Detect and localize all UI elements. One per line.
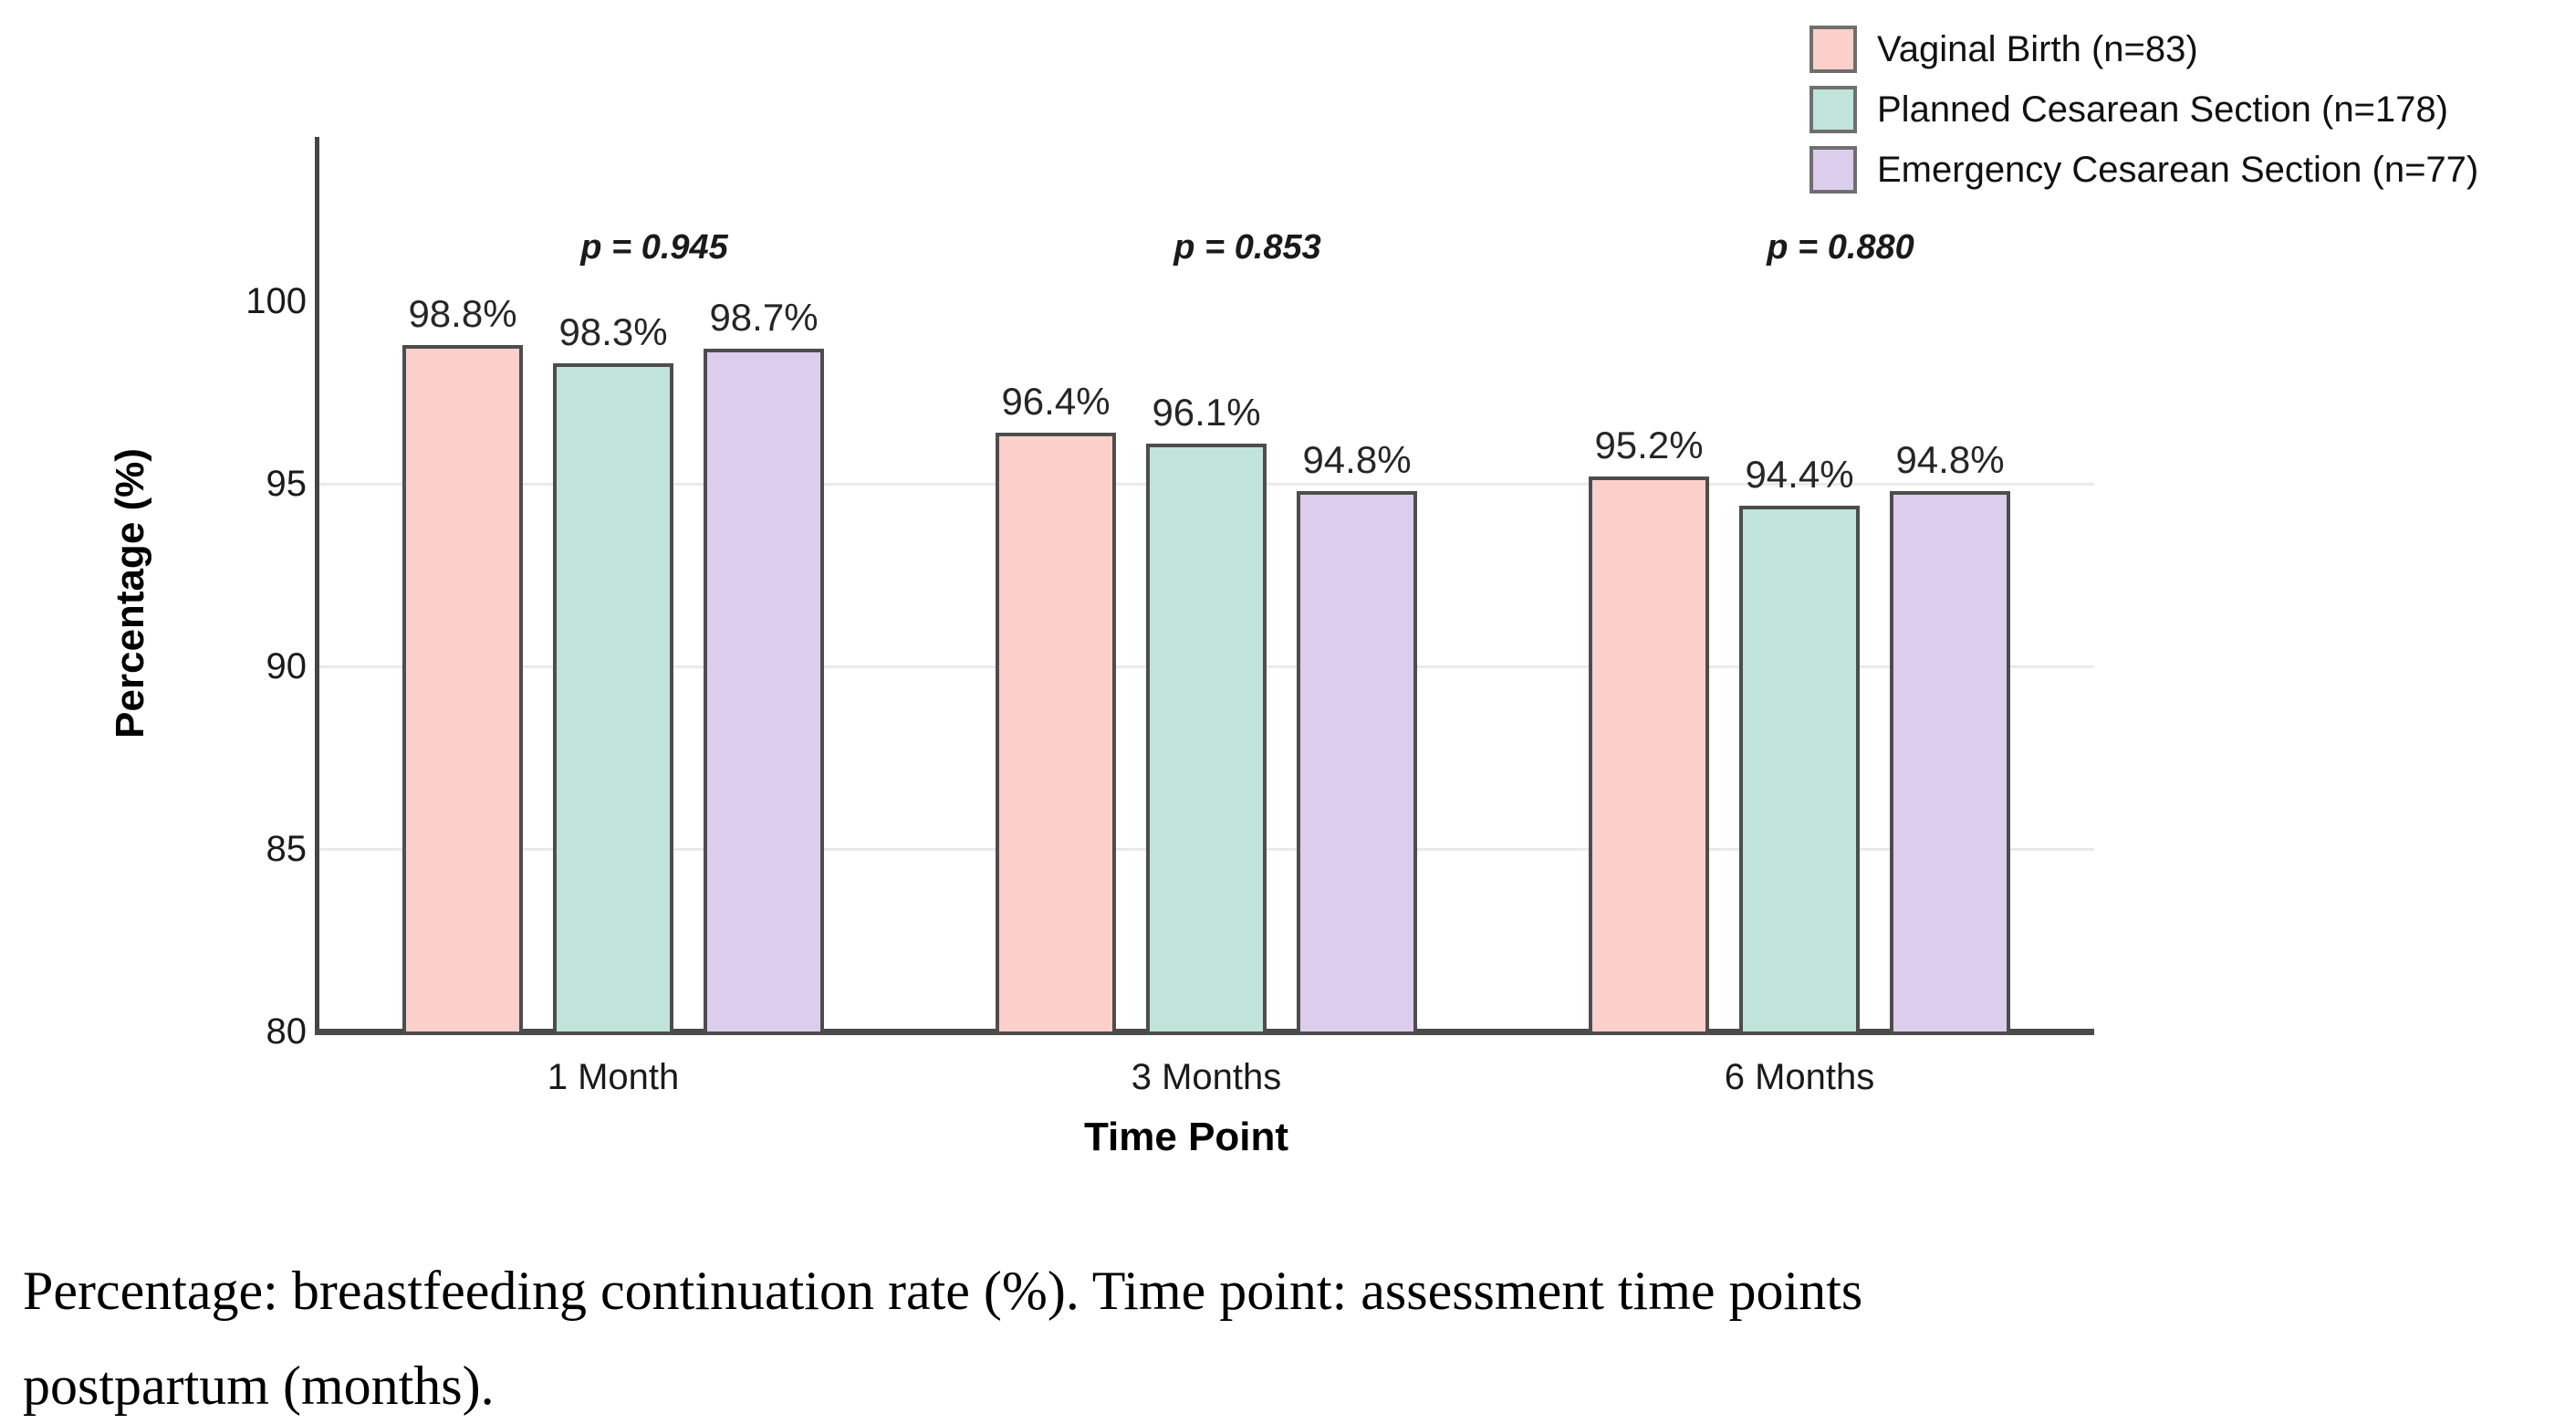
bar-value-label: 98.7%: [709, 296, 819, 339]
y-tick-label-90: 90: [266, 646, 308, 686]
y-tick-label-95: 95: [266, 464, 308, 504]
caption-line-2: postpartum (months).: [23, 1356, 495, 1416]
bar-value-label: 94.8%: [1895, 438, 2005, 481]
legend-swatch-vaginal-birth: [1809, 26, 1857, 73]
x-tick-label-1-month: 1 Month: [547, 1057, 680, 1097]
legend-label: Emergency Cesarean Section (n=77): [1877, 150, 2479, 190]
bar-6-months-series-1: [1739, 506, 1860, 1035]
bar-value-label: 96.1%: [1152, 391, 1261, 434]
bar-1-month-series-0: [402, 345, 523, 1035]
bar-value-label: 98.8%: [408, 292, 517, 335]
legend-label: Planned Cesarean Section (n=178): [1877, 89, 2448, 130]
legend: Vaginal Birth (n=83) Planned Cesarean Se…: [1809, 26, 2478, 194]
y-tick-label-80: 80: [266, 1011, 308, 1052]
bar-6-months-series-0: [1589, 476, 1709, 1035]
bar-value-label: 96.4%: [1001, 380, 1111, 423]
bar-1-month-series-1: [553, 363, 673, 1035]
legend-swatch-emergency-cesarean: [1809, 146, 1857, 194]
bar-value-label: 95.2%: [1594, 424, 1704, 466]
bar-3-months-series-1: [1146, 444, 1267, 1035]
x-tick-label-3-months: 3 Months: [1131, 1057, 1282, 1097]
bar-3-months-series-0: [996, 433, 1116, 1035]
bar-3-months-series-2: [1297, 491, 1417, 1035]
y-tick-label-85: 85: [266, 829, 308, 869]
bar-value-label: 94.4%: [1745, 453, 1854, 496]
legend-swatch-planned-cesarean: [1809, 86, 1857, 133]
y-tick-label-100: 100: [245, 281, 307, 321]
p-value-label-2: p = 0.853: [1173, 228, 1321, 267]
x-tick-label-6-months: 6 Months: [1724, 1057, 1875, 1097]
legend-item-vaginal-birth: Vaginal Birth (n=83): [1809, 26, 2478, 73]
legend-item-planned-cesarean: Planned Cesarean Section (n=178): [1809, 86, 2478, 133]
x-axis-title: Time Point: [1083, 1115, 1289, 1159]
p-value-label-1: p = 0.945: [580, 228, 728, 267]
y-axis-title: Percentage (%): [108, 448, 152, 738]
bar-value-label: 94.8%: [1302, 438, 1412, 481]
p-value-label-3: p = 0.880: [1767, 228, 1914, 267]
legend-item-emergency-cesarean: Emergency Cesarean Section (n=77): [1809, 146, 2478, 194]
bar-6-months-series-2: [1890, 491, 2010, 1035]
caption-line-1: Percentage: breastfeeding continuation r…: [23, 1261, 1863, 1321]
figure-caption: Percentage: breastfeeding continuation r…: [23, 1243, 2560, 1424]
y-axis-line: [315, 137, 319, 1035]
bar-value-label: 98.3%: [558, 310, 668, 353]
legend-label: Vaginal Birth (n=83): [1877, 29, 2198, 69]
bar-1-month-series-2: [704, 349, 824, 1035]
